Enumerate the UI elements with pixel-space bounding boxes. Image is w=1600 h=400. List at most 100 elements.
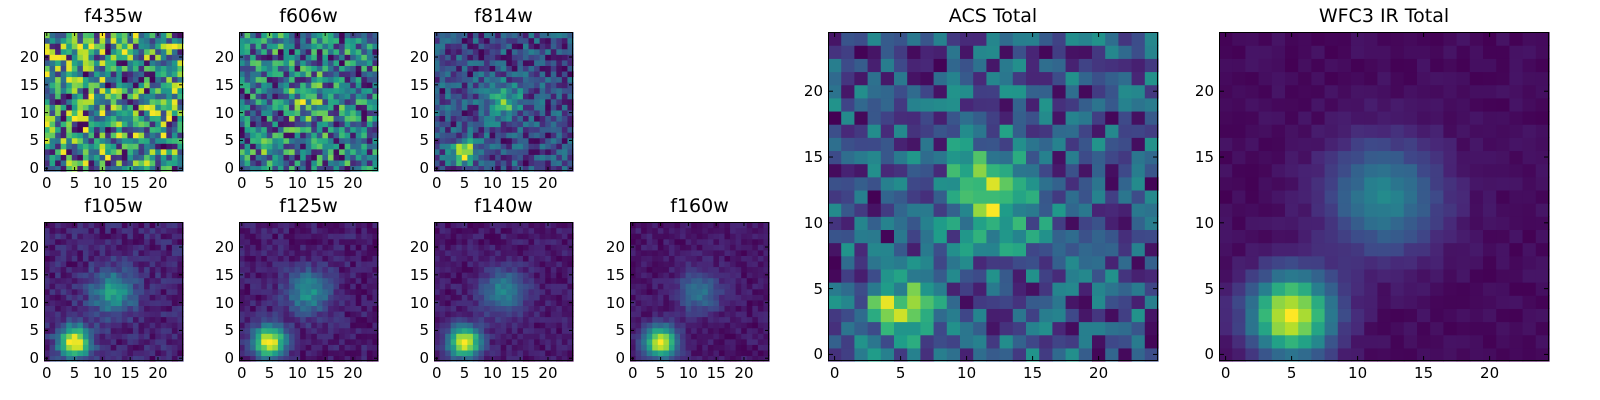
heatmap-cell: [127, 305, 134, 312]
heatmap-cell: [456, 322, 463, 329]
heatmap-cell: [495, 37, 502, 44]
heatmap-cell: [1144, 189, 1159, 204]
heatmap-cell: [355, 288, 362, 295]
heatmap-cell: [66, 305, 73, 312]
heatmap-cell: [55, 137, 62, 144]
heatmap-cell: [132, 299, 140, 306]
heatmap-cell: [730, 222, 737, 229]
heatmap-cell: [718, 305, 726, 312]
heatmap-cell: [685, 299, 692, 306]
heatmap-cell: [339, 316, 346, 323]
heatmap-cell: [973, 229, 987, 244]
heatmap-cell: [94, 43, 101, 50]
heatmap-cell: [71, 294, 78, 301]
heatmap-cell: [511, 344, 518, 351]
heatmap-cell: [155, 65, 162, 72]
heatmap-cell: [539, 132, 546, 139]
heatmap-cell: [60, 260, 67, 268]
heatmap-cell: [88, 316, 95, 323]
heatmap-cell: [327, 277, 335, 284]
heatmap-cell: [752, 294, 759, 301]
heatmap-cell: [511, 82, 518, 89]
heatmap-cell: [366, 277, 374, 284]
y-tick-label: 20: [19, 48, 39, 67]
heatmap-cell: [344, 165, 351, 172]
heatmap-cell: [171, 148, 179, 155]
heatmap-cell: [82, 344, 90, 351]
heatmap-cell: [138, 76, 145, 83]
heatmap-cell: [305, 104, 312, 111]
heatmap-cell: [685, 322, 692, 329]
heatmap-cell: [132, 154, 140, 161]
heatmap-cell: [366, 137, 374, 144]
heatmap-cell: [646, 272, 653, 279]
heatmap-cell: [867, 203, 882, 217]
heatmap-cell: [322, 294, 329, 301]
heatmap-cell: [116, 143, 123, 150]
heatmap-cell: [702, 344, 709, 351]
heatmap-cell: [467, 93, 474, 100]
heatmap-cell: [478, 59, 485, 66]
heatmap-cell: [528, 333, 535, 340]
heatmap-cell: [149, 349, 156, 357]
heatmap-cell: [495, 148, 502, 155]
heatmap-cell: [77, 305, 84, 312]
heatmap-cell: [484, 54, 491, 61]
heatmap-cell: [55, 305, 62, 312]
heatmap-cell: [1026, 308, 1040, 323]
heatmap-cell: [49, 305, 56, 312]
heatmap-cell: [316, 120, 323, 128]
heatmap-cell: [160, 37, 167, 44]
heatmap-cell: [960, 163, 974, 178]
heatmap-cell: [946, 295, 961, 309]
heatmap-cell: [495, 233, 502, 240]
heatmap-cell: [322, 148, 329, 155]
heatmap-cell: [244, 322, 251, 329]
heatmap-cell: [55, 70, 62, 78]
x-tick-label: 0: [431, 174, 442, 192]
heatmap-cell: [333, 109, 340, 116]
heatmap-cell: [752, 305, 759, 312]
heatmap-cell: [266, 272, 273, 279]
heatmap-cell: [177, 260, 184, 268]
heatmap-cell: [1065, 321, 1080, 336]
heatmap-cell: [735, 299, 742, 306]
heatmap-cell: [456, 255, 463, 262]
heatmap-cell: [300, 310, 307, 318]
heatmap-cell: [105, 43, 112, 50]
heatmap-cell: [1065, 163, 1080, 178]
heatmap-cell: [261, 159, 268, 167]
heatmap-cell: [294, 148, 301, 155]
heatmap-cell: [495, 327, 502, 334]
heatmap-cell: [66, 266, 73, 273]
heatmap-cell: [355, 310, 362, 318]
heatmap-cell: [49, 238, 56, 245]
heatmap-cell: [311, 277, 318, 284]
heatmap-cell: [1118, 268, 1133, 283]
heatmap-cell: [500, 288, 507, 295]
heatmap-cell: [272, 32, 279, 39]
heatmap-cell: [60, 299, 67, 306]
heatmap-cell: [517, 349, 524, 357]
heatmap-cell: [66, 255, 73, 262]
y-tick-label: 15: [19, 75, 39, 94]
heatmap-cell: [177, 333, 184, 340]
heatmap-cell: [110, 338, 117, 345]
heatmap-cell: [350, 333, 357, 340]
heatmap-cell: [322, 255, 329, 262]
heatmap-cell: [344, 288, 351, 295]
heatmap-cell: [757, 283, 765, 290]
heatmap-cell: [60, 154, 67, 161]
heatmap-cell: [472, 70, 480, 78]
heatmap-cell: [177, 227, 184, 234]
heatmap-cell: [94, 255, 101, 262]
heatmap-cell: [105, 76, 112, 83]
heatmap-cell: [82, 260, 90, 268]
heatmap-cell: [567, 126, 574, 133]
heatmap-cell: [132, 93, 140, 100]
heatmap-cell: [355, 299, 362, 306]
y-tick-label: 20: [605, 238, 625, 257]
heatmap-cell: [127, 126, 134, 133]
heatmap-cell: [277, 322, 285, 329]
heatmap-cell: [668, 222, 676, 229]
